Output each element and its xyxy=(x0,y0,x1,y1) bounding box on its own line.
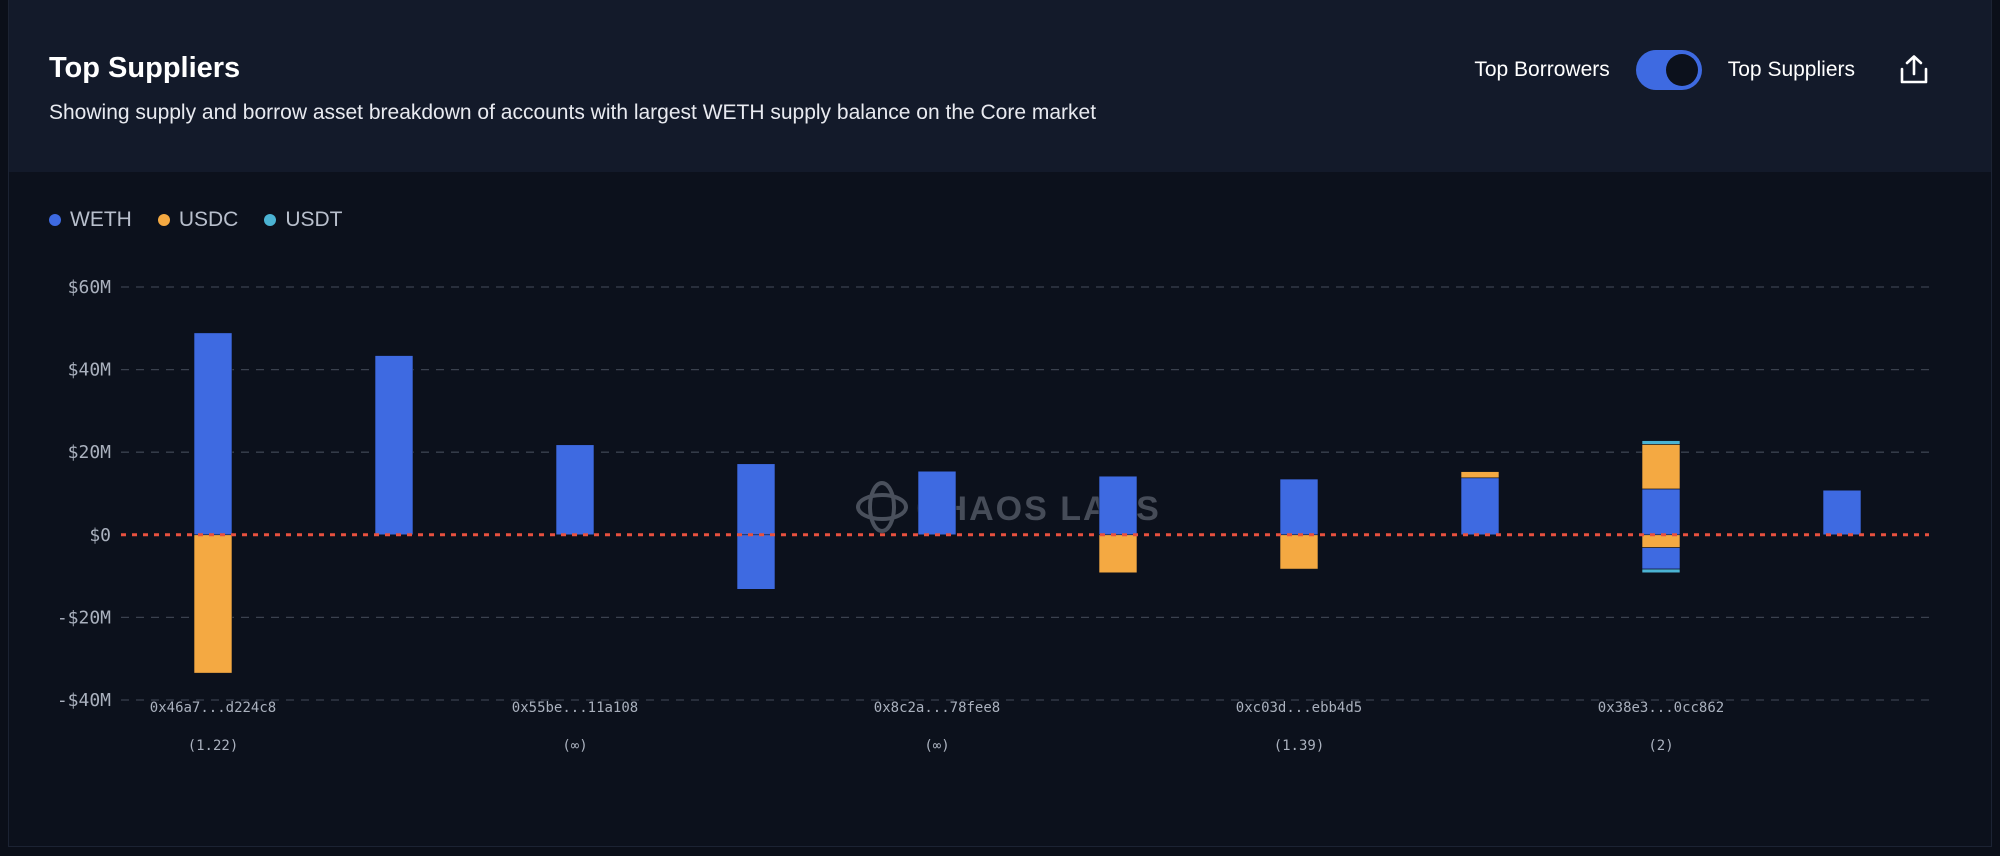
bar-segment-weth-supply xyxy=(917,470,957,536)
x-tick-health-factor: (∞) xyxy=(924,738,949,754)
x-tick-address: 0x38e3...0cc862 xyxy=(1598,700,1724,716)
bar-segment-weth-supply xyxy=(1098,475,1138,536)
y-tick-label: $60M xyxy=(68,277,112,298)
view-controls: Top Borrowers Top Suppliers xyxy=(1474,50,1931,90)
bar-segment-usdt-supply xyxy=(1641,440,1681,445)
toggle-label-top-borrowers[interactable]: Top Borrowers xyxy=(1474,58,1610,81)
bar-segment-weth-supply xyxy=(736,463,776,536)
bar-segment-weth-borrow xyxy=(1641,547,1681,570)
x-tick-health-factor: (2) xyxy=(1648,738,1673,754)
x-tick-address: 0x46a7...d224c8 xyxy=(150,700,276,716)
legend-label-usdc: USDC xyxy=(178,208,239,231)
legend-dot-weth xyxy=(49,214,61,226)
x-tick-address: 0x8c2a...78fee8 xyxy=(874,700,1000,716)
bar-segment-usdc-borrow xyxy=(1279,534,1319,570)
chart-legend: WETH USDC USDT xyxy=(49,208,343,232)
bar-segment-weth-supply xyxy=(1279,478,1319,536)
page-subtitle: Showing supply and borrow asset breakdow… xyxy=(49,101,1097,124)
bar-segment-usdc-supply xyxy=(1460,471,1500,479)
bar-segment-weth-supply xyxy=(1822,489,1862,536)
legend-dot-usdc xyxy=(157,214,170,226)
x-tick-health-factor: (1.22) xyxy=(188,738,239,754)
legend-label-usdt: USDT xyxy=(285,208,343,231)
bar-segment-weth-supply xyxy=(1641,488,1681,536)
x-tick-address: 0x55be...11a108 xyxy=(512,700,638,716)
legend-dot-usdt xyxy=(264,214,277,226)
y-tick-label: -$40M xyxy=(57,690,111,711)
bar-segment-usdc-borrow xyxy=(1098,534,1138,574)
legend-label-weth: WETH xyxy=(70,208,132,231)
y-tick-label: $20M xyxy=(68,442,112,463)
borrowers-suppliers-toggle[interactable] xyxy=(1635,50,1702,90)
x-tick-address: 0xc03d...ebb4d5 xyxy=(1236,700,1362,716)
bar-segment-weth-supply xyxy=(555,444,595,536)
bar-segment-usdt-borrow xyxy=(1641,568,1681,574)
legend-item-weth[interactable]: WETH xyxy=(49,208,132,232)
share-upload-icon[interactable] xyxy=(1897,53,1931,87)
bar-segment-weth-borrow xyxy=(736,534,776,590)
chaos-labs-watermark xyxy=(856,481,908,533)
bar-segment-usdc-borrow xyxy=(193,534,233,674)
card-header: Top Suppliers Showing supply and borrow … xyxy=(9,0,1991,172)
y-tick-label: $0 xyxy=(89,525,111,546)
y-tick-label: -$20M xyxy=(57,607,111,628)
page-title: Top Suppliers xyxy=(49,52,241,84)
legend-item-usdt[interactable]: USDT xyxy=(264,208,343,232)
y-tick-label: $40M xyxy=(68,360,112,381)
toggle-label-top-suppliers[interactable]: Top Suppliers xyxy=(1727,58,1855,81)
bar-segment-weth-supply xyxy=(1460,477,1500,536)
bar-segment-weth-supply xyxy=(193,332,233,536)
legend-item-usdc[interactable]: USDC xyxy=(157,208,239,232)
bar-segment-usdc-borrow xyxy=(1641,534,1681,548)
bar-segment-usdc-supply xyxy=(1641,444,1681,490)
x-tick-health-factor: (∞) xyxy=(562,738,587,754)
bar-segment-weth-supply xyxy=(374,355,414,536)
toggle-knob xyxy=(1665,54,1698,86)
x-tick-health-factor: (1.39) xyxy=(1274,738,1325,754)
top-suppliers-card: Top Suppliers Showing supply and borrow … xyxy=(8,0,1992,847)
